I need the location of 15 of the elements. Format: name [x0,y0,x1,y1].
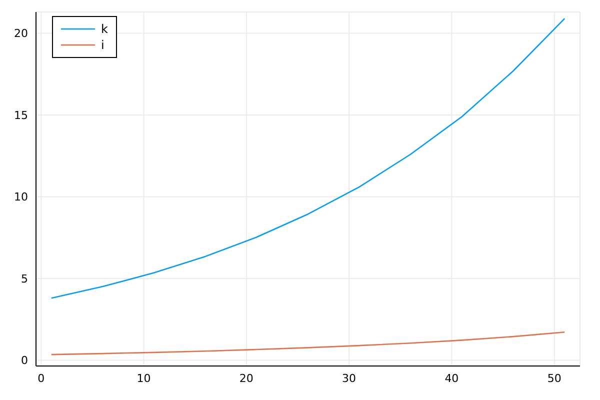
x-tick-label: 0 [38,372,45,385]
y-tick-label: 5 [21,272,28,286]
x-tick-label: 20 [239,372,254,385]
y-tick-label: 15 [14,108,28,122]
x-tick-label: 40 [444,372,459,385]
y-tick-label: 10 [14,190,28,204]
y-tick-label: 0 [21,354,28,368]
y-tick-label: 20 [14,27,28,40]
line-series [50,18,566,299]
legend-label: k [101,22,108,36]
line-series [50,332,566,356]
legend-label: i [101,38,104,52]
x-tick-label: 10 [136,372,151,385]
x-tick-label: 50 [547,372,562,385]
x-tick-label: 30 [342,372,356,385]
